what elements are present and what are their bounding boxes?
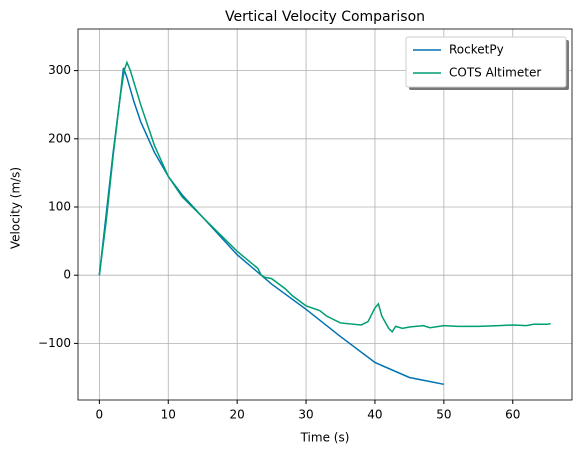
legend-box — [405, 36, 567, 88]
x-tick-label: 10 — [161, 408, 176, 422]
y-tick-label: 0 — [63, 268, 71, 282]
line-series — [98, 67, 444, 386]
legend-label: RocketPy — [449, 43, 504, 57]
y-tick-label: −100 — [38, 336, 71, 350]
y-tick-label: 200 — [48, 131, 71, 145]
x-tick-label: 40 — [367, 408, 382, 422]
x-tick-label: 0 — [96, 408, 104, 422]
x-tick-label: 30 — [298, 408, 313, 422]
x-tick-label: 20 — [230, 408, 245, 422]
y-axis-label: Velocity (m/s) — [9, 167, 23, 249]
plot-frame — [77, 28, 573, 401]
legend: RocketPy COTS Altimeter — [405, 36, 569, 90]
x-axis-label: Time (s) — [300, 431, 350, 445]
y-tick-label: 300 — [48, 63, 71, 77]
chart-title: Vertical Velocity Comparison — [225, 9, 425, 25]
y-tick-label: 100 — [48, 199, 71, 213]
x-tick-label: 50 — [436, 408, 451, 422]
legend-label: COTS Altimeter — [449, 66, 541, 80]
line-series — [98, 60, 551, 333]
x-tick-label: 60 — [505, 408, 520, 422]
